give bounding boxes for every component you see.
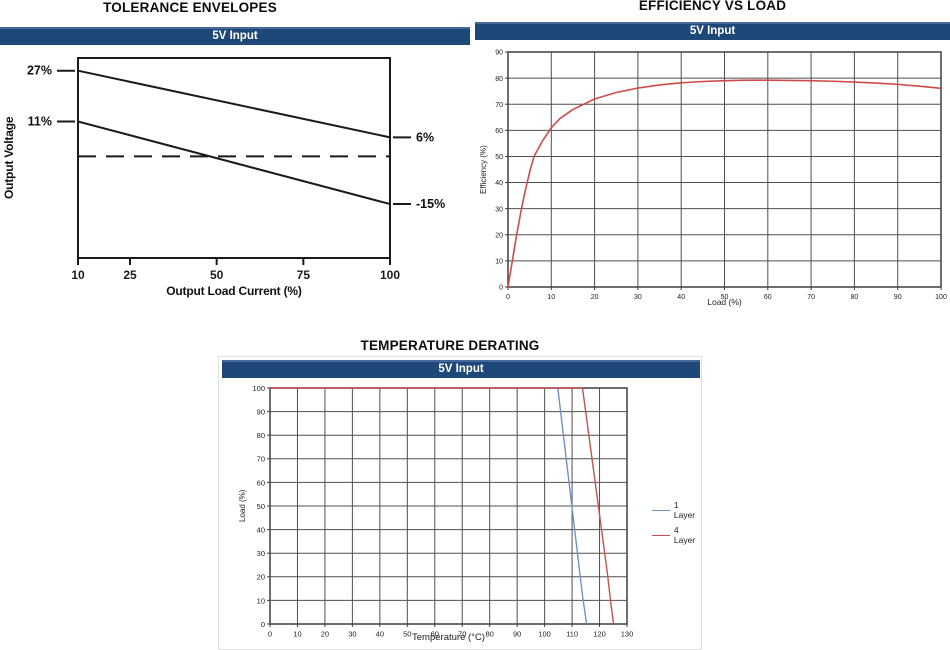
x-tick-label: 30 (348, 630, 356, 639)
y-tick-label: 60 (495, 128, 503, 135)
y-tick-label: 30 (495, 206, 503, 213)
x-tick-label: 20 (321, 630, 329, 639)
x-axis-label: Output Load Current (%) (166, 284, 302, 298)
efficiency-vs-load-plot: 0 10 20 30 40 50 60 70 80 90 100 0 10 20 30 40 50 60 70 80 9… (495, 50, 947, 301)
plot-frame (77, 57, 391, 259)
x-tick-label: 75 (297, 268, 311, 282)
x-axis-label: Load (%) (707, 297, 742, 307)
x-tick-label: 40 (677, 294, 685, 301)
x-tick-label: 10 (293, 630, 301, 639)
legend-item: 1 Layer (652, 500, 702, 520)
x-tick-label: 100 (935, 294, 947, 301)
temperature-derating-plot: 0 10 20 30 40 50 60 70 80 90 100 110 120 130 0 10 20 30 40… (252, 384, 634, 639)
y-tick-label: 80 (257, 431, 265, 440)
x-tick-label: 20 (591, 294, 599, 301)
y-tick-label: 30 (257, 549, 265, 558)
y-tick-label: 90 (257, 407, 265, 416)
x-tick-label: 120 (593, 630, 606, 639)
tolerance-envelopes-plot: 10 25 50 75 100 27% 6% 11% -15% (27, 57, 445, 282)
legend-line-swatch (652, 534, 670, 536)
temperature-derating-chart: TEMPERATURE DERATING 5V Input 0 10 20 30 40 5… (218, 338, 702, 650)
x-tick-label: 60 (764, 294, 772, 301)
y-tick-label: 40 (495, 180, 503, 187)
y-tick-label: 20 (495, 232, 503, 239)
y-tick-label: 70 (495, 102, 503, 109)
x-tick-label: 10 (71, 268, 85, 282)
y-tick-label: 10 (495, 259, 503, 266)
plot-frame (507, 51, 942, 288)
chart-title: TOLERANCE ENVELOPES (103, 0, 277, 15)
y-tick-label: 50 (495, 154, 503, 161)
x-tick-label: 50 (210, 268, 224, 282)
x-tick-label: 90 (894, 294, 902, 301)
efficiency-line (507, 79, 942, 288)
right-envelope-label: 6% (416, 130, 434, 144)
y-tick-label: 0 (261, 620, 265, 629)
chart-title: TEMPERATURE DERATING (360, 338, 540, 353)
x-tick-label: 10 (547, 294, 555, 301)
y-axis-label: Load (%) (238, 489, 247, 523)
x-tick-label: 70 (458, 630, 466, 639)
x-tick-label: 80 (851, 294, 859, 301)
x-tick-label: 30 (634, 294, 642, 301)
x-tick-label: 0 (268, 630, 272, 639)
y-tick-label: 40 (257, 525, 265, 534)
efficiency-vs-load-chart: EFFICIENCY VS LOAD 5V Input 0 10 20 30 40 50 6… (475, 0, 950, 320)
y-axis-label: Efficiency (%) (479, 145, 488, 195)
legend-label: 4 Layer (673, 525, 696, 545)
y-tick-label: 60 (257, 478, 265, 487)
y-tick-label: 10 (257, 596, 265, 605)
panel-header: 5V Input (222, 360, 700, 378)
y-tick-label: 50 (257, 502, 265, 511)
y-axis-label: Output Voltage (2, 116, 16, 200)
x-tick-label: 40 (376, 630, 384, 639)
panel-header: 5V Input (475, 22, 950, 40)
x-tick-label: 100 (538, 630, 551, 639)
x-tick-label: 90 (513, 630, 521, 639)
x-tick-label: 130 (621, 630, 634, 639)
x-tick-label: 110 (566, 630, 578, 639)
y-tick-label: 70 (257, 455, 265, 464)
tolerance-envelopes-chart: TOLERANCE ENVELOPES 5V Input 10 25 50 75 100… (0, 0, 470, 320)
chart-title: EFFICIENCY VS LOAD (638, 0, 787, 13)
4-layer-line (270, 387, 615, 625)
x-tick-label: 25 (123, 268, 137, 282)
legend: 1 Layer 4 Layer (652, 500, 702, 545)
x-tick-label: 50 (403, 630, 411, 639)
x-tick-label: 0 (506, 294, 510, 301)
x-tick-label: 80 (486, 630, 494, 639)
right-envelope-label: -15% (416, 197, 445, 211)
left-envelope-label: 11% (28, 114, 52, 128)
x-axis-label: Temperature (°C) (412, 632, 485, 643)
y-tick-label: 90 (495, 50, 503, 57)
upper-tolerance-envelope-line (77, 69, 391, 139)
x-tick-label: 60 (431, 630, 439, 639)
x-tick-label: 70 (807, 294, 815, 301)
panel-header: 5V Input (0, 27, 470, 45)
x-tick-label: 100 (380, 268, 400, 282)
x-tick-label: 50 (721, 294, 729, 301)
lower-tolerance-envelope-line (77, 120, 391, 205)
y-tick-label: 100 (252, 384, 265, 393)
legend-item: 4 Layer (652, 525, 702, 545)
legend-label: 1 Layer (673, 500, 696, 520)
left-envelope-label: 27% (27, 64, 52, 78)
y-tick-label: 20 (257, 573, 265, 582)
y-tick-label: 0 (499, 285, 503, 292)
y-tick-label: 80 (495, 76, 503, 83)
legend-line-swatch (652, 509, 670, 511)
